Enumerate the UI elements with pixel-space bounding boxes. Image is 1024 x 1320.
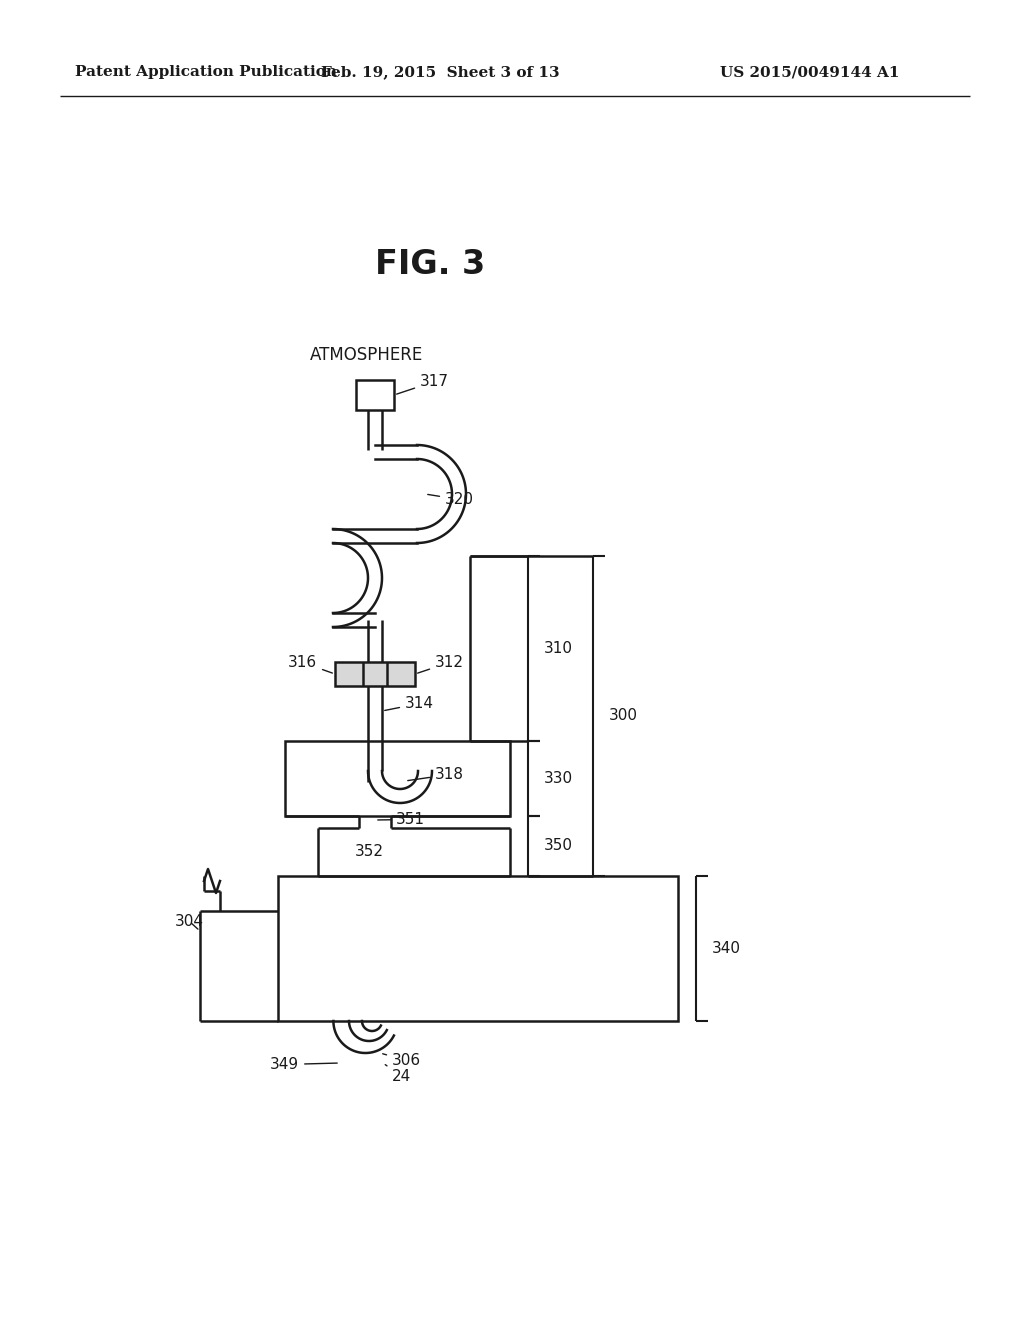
Text: ATMOSPHERE: ATMOSPHERE bbox=[310, 346, 423, 364]
Text: 314: 314 bbox=[385, 696, 434, 711]
Text: 300: 300 bbox=[609, 709, 638, 723]
Text: US 2015/0049144 A1: US 2015/0049144 A1 bbox=[720, 65, 899, 79]
Text: 304: 304 bbox=[175, 913, 204, 929]
Text: 350: 350 bbox=[544, 838, 573, 854]
Text: 320: 320 bbox=[428, 492, 474, 507]
Text: 316: 316 bbox=[288, 655, 333, 673]
Text: 310: 310 bbox=[544, 642, 573, 656]
Text: 24: 24 bbox=[385, 1065, 412, 1084]
Text: Feb. 19, 2015  Sheet 3 of 13: Feb. 19, 2015 Sheet 3 of 13 bbox=[321, 65, 559, 79]
Text: 352: 352 bbox=[355, 845, 384, 859]
Text: 340: 340 bbox=[712, 941, 741, 956]
Bar bbox=[356, 380, 394, 411]
Text: 306: 306 bbox=[383, 1053, 421, 1068]
Text: 330: 330 bbox=[544, 771, 573, 785]
Bar bbox=[278, 876, 678, 1020]
Bar bbox=[285, 741, 510, 816]
Text: 312: 312 bbox=[418, 655, 464, 673]
Text: 318: 318 bbox=[408, 767, 464, 781]
Text: 351: 351 bbox=[378, 812, 425, 828]
Text: 349: 349 bbox=[270, 1057, 337, 1072]
Text: 317: 317 bbox=[396, 374, 449, 395]
Text: FIG. 3: FIG. 3 bbox=[375, 248, 485, 281]
Text: Patent Application Publication: Patent Application Publication bbox=[75, 65, 337, 79]
Bar bbox=[335, 663, 415, 686]
